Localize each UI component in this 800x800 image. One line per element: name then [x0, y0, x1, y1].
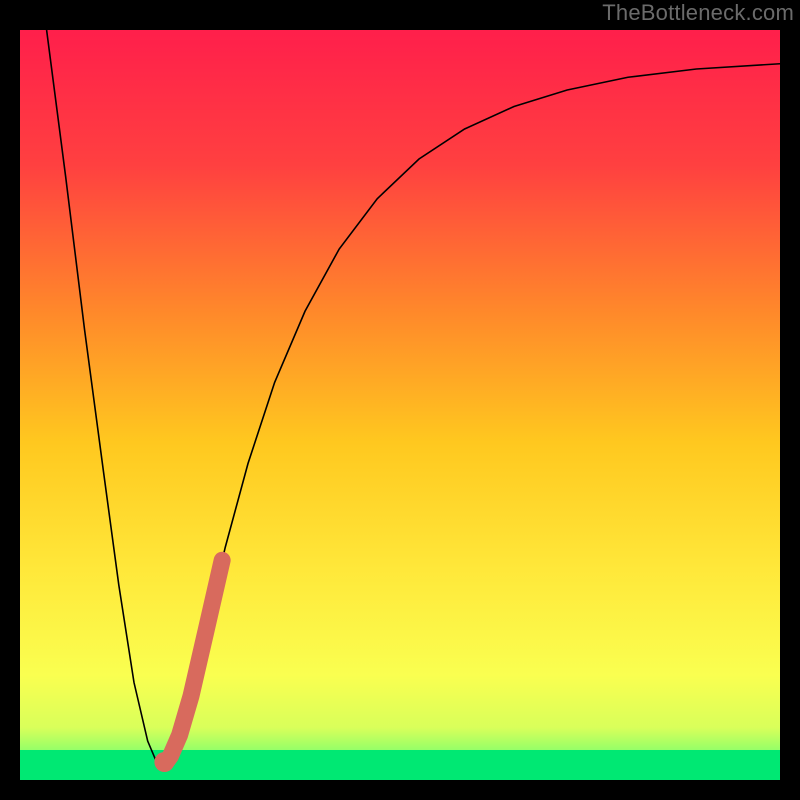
highlight-start-dot	[154, 752, 174, 772]
watermark-text: TheBottleneck.com	[602, 0, 794, 26]
plot-area	[20, 30, 780, 780]
highlight-segment	[167, 560, 222, 761]
bottleneck-curve	[47, 30, 780, 765]
curve-layer	[20, 30, 780, 780]
chart-frame: TheBottleneck.com	[0, 0, 800, 800]
